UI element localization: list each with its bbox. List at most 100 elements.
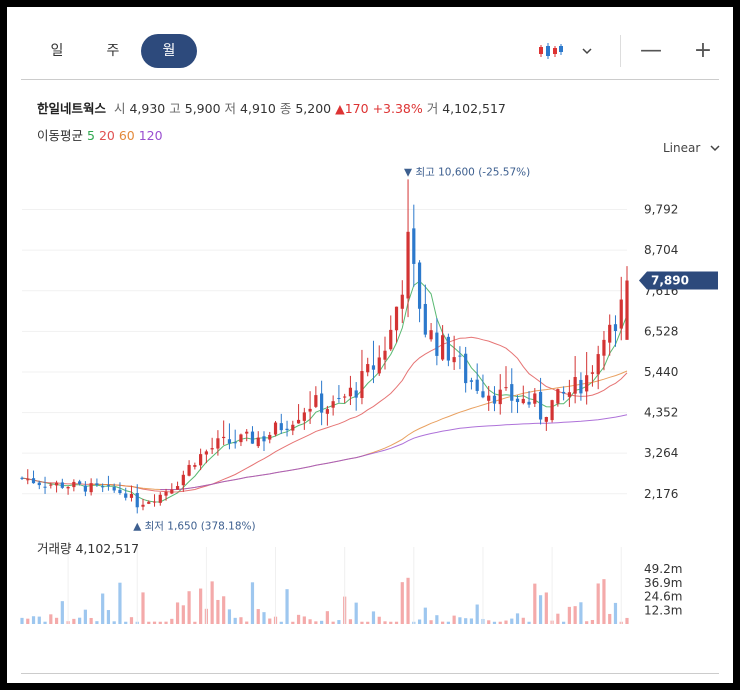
candle-body [66, 487, 70, 489]
volume-bar [141, 592, 145, 624]
y-tick-label: 8,704 [644, 243, 678, 257]
candle-body [556, 389, 560, 404]
volume-bar [498, 621, 502, 624]
chart-panel: 일 주 월 — + 한일네트웍스 시 4,930 고 5,900 저 4,910… [7, 7, 733, 683]
volume-bar [608, 613, 612, 624]
volume-bar [469, 618, 474, 624]
candle-body [446, 336, 450, 361]
candle-body [510, 384, 514, 401]
candle-body [26, 479, 30, 481]
candle-body [625, 280, 629, 340]
zoom-in-button[interactable]: + [693, 38, 713, 63]
volume-bar [181, 605, 185, 624]
volume-bar [187, 591, 191, 624]
candle-body [389, 329, 393, 350]
candle-body [579, 379, 583, 394]
current-price-tag [639, 271, 718, 290]
candle-body [268, 434, 272, 440]
volume-bar [95, 621, 99, 624]
ma-60: 60 [118, 128, 135, 143]
volume-bar [285, 589, 289, 624]
candle-body [331, 401, 335, 408]
tab-day[interactable]: 일 [50, 43, 64, 59]
volume-bar [613, 602, 618, 624]
zoom-out-button[interactable]: — [640, 38, 662, 63]
volume-bar [296, 614, 301, 624]
volume-bar [383, 621, 387, 624]
candle-body [417, 262, 422, 309]
y-tick-label: 2,176 [644, 487, 678, 501]
candle-body [521, 398, 525, 404]
ma-line-120 [160, 414, 628, 491]
candle-body [285, 428, 289, 431]
candle-body [602, 339, 606, 356]
volume-bar [37, 616, 41, 624]
period-tabs: 일 주 월 [29, 33, 197, 69]
candle-body [308, 408, 312, 412]
y-tick-label: 6,528 [644, 324, 678, 338]
candle-body [54, 482, 59, 486]
ma-20: 20 [98, 128, 115, 143]
candle-body [314, 395, 318, 407]
candle-body [239, 434, 243, 443]
volume-bar [54, 617, 59, 624]
footer-divider [21, 673, 719, 674]
chart-type-selector[interactable] [538, 35, 621, 67]
candle-body [60, 482, 64, 488]
candle-body [141, 504, 145, 507]
candle-body [538, 391, 543, 420]
candle-body [245, 431, 249, 434]
candle-body [89, 483, 93, 493]
volume-bar [579, 602, 583, 624]
candle-body [152, 501, 157, 503]
candle-body [608, 324, 612, 343]
volume-bar [521, 617, 525, 624]
volume-bar [60, 601, 64, 624]
price-chart[interactable]: 9,7928,7047,6166,5285,4404,3523,2642,176… [7, 157, 733, 627]
candle-body [515, 398, 520, 403]
volume-bar [239, 617, 243, 624]
volume-bar [78, 617, 82, 624]
candle-body [158, 494, 162, 503]
low-value: 4,910 [240, 101, 276, 116]
candle-body [544, 416, 548, 422]
candle-body [210, 448, 214, 450]
volume-bar [492, 621, 497, 624]
min-price-label: ▲ 최저 1,650 (378.18%) [133, 520, 255, 532]
candle-body [354, 390, 358, 398]
volume-bar [158, 621, 162, 624]
candle-body [441, 335, 445, 360]
volume-bar [452, 615, 456, 624]
tab-month[interactable]: 월 [141, 34, 197, 68]
candle-body [337, 397, 341, 399]
volume-bar [325, 611, 329, 624]
scale-selector[interactable]: Linear [663, 141, 720, 155]
volume-bar [26, 618, 30, 624]
candle-body [343, 396, 347, 398]
candle-body [596, 354, 600, 375]
candle-body [118, 489, 122, 494]
quote-info: 한일네트웍스 시 4,930 고 5,900 저 4,910 종 5,200 ▲… [37, 98, 506, 117]
ma-line-5 [21, 280, 628, 503]
candle-body [262, 436, 266, 442]
high-label: 고 [169, 101, 181, 116]
volume-tick-label: 12.3m [644, 603, 682, 617]
candle-body [227, 439, 232, 444]
candle-body [204, 451, 208, 455]
volume-bar [394, 621, 399, 624]
candle-body [452, 357, 456, 363]
candle-body [464, 353, 468, 384]
close-label: 종 [279, 101, 292, 116]
volume-value: 4,102,517 [442, 101, 506, 116]
change-value: 170 [344, 101, 369, 116]
volume-bar [446, 621, 450, 624]
tab-week[interactable]: 주 [106, 43, 120, 59]
volume-bar [464, 618, 468, 624]
candle-body [533, 393, 537, 404]
candle-body [469, 380, 474, 382]
volume-tick-label: 49.2m [644, 562, 682, 576]
candle-body [256, 437, 260, 447]
volume-bar [337, 620, 341, 624]
candle-body [458, 355, 462, 357]
volume-bar [164, 621, 168, 624]
